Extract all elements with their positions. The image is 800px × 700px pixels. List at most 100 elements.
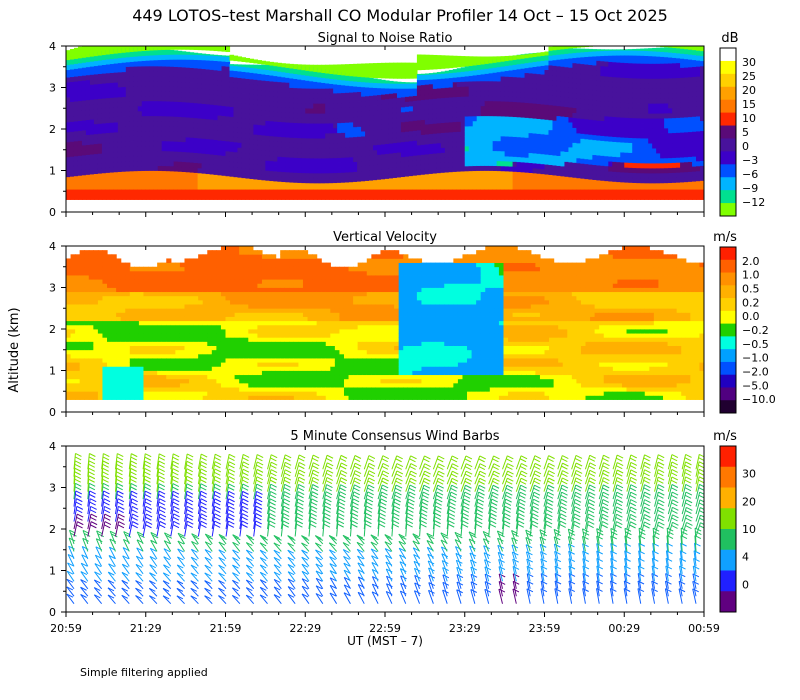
velocity-cell: [152, 358, 158, 363]
snr-cell: [361, 151, 366, 157]
snr-cell: [508, 131, 514, 137]
snr-cell: [113, 49, 119, 59]
snr-cell: [488, 110, 494, 117]
snr-cell: [349, 63, 354, 77]
velocity-cell: [125, 358, 131, 363]
snr-cell: [185, 97, 191, 103]
snr-cell: [440, 55, 446, 69]
snr-cell: [420, 164, 426, 170]
snr-cell: [668, 57, 673, 64]
snr-cell: [101, 103, 107, 109]
snr-cell: [620, 172, 625, 178]
snr-cell: [564, 91, 570, 98]
snr-cell: [552, 115, 558, 121]
velocity-cell: [134, 287, 140, 293]
snr-cell: [337, 97, 342, 104]
snr-cell: [233, 166, 239, 173]
snr-cell: [608, 171, 613, 177]
snr-cell: [592, 144, 597, 151]
snr-cell: [169, 46, 175, 50]
snr-cell: [548, 134, 554, 141]
snr-cell: [428, 113, 434, 120]
snr-cell: [528, 97, 534, 104]
snr-cell: [77, 150, 83, 156]
velocity-cell: [102, 275, 108, 280]
snr-cell: [81, 46, 87, 58]
snr-cell: [544, 144, 550, 150]
snr-cell: [77, 135, 83, 141]
snr-cell: [265, 189, 270, 200]
snr-cell: [133, 56, 139, 62]
snr-cell: [544, 139, 550, 145]
snr-cell: [125, 116, 131, 122]
velocity-cell: [161, 387, 167, 392]
velocity-cell: [70, 320, 76, 326]
snr-cell: [285, 65, 290, 73]
snr-cell: [640, 68, 645, 74]
velocity-cell: [88, 324, 94, 330]
snr-cell: [524, 117, 530, 123]
snr-cell: [313, 98, 318, 104]
velocity-cell: [79, 320, 85, 326]
snr-cell: [133, 91, 139, 97]
snr-cell: [616, 156, 621, 163]
snr-cell: [205, 153, 211, 160]
snr-cell: [257, 60, 262, 64]
snr-cell: [233, 87, 239, 93]
velocity-cell: [157, 304, 163, 309]
snr-cell: [528, 53, 534, 63]
snr-cell: [81, 80, 87, 86]
snr-cell: [301, 162, 306, 169]
snr-cell: [317, 128, 322, 134]
snr-cell: [608, 161, 613, 167]
snr-cell: [556, 189, 562, 200]
snr-cell: [400, 106, 406, 113]
snr-cell: [85, 164, 91, 170]
snr-cell: [444, 172, 450, 190]
snr-cell: [137, 47, 143, 57]
snr-cell: [337, 112, 342, 119]
snr-cell: [572, 82, 577, 89]
snr-cell: [500, 145, 506, 152]
snr-cell: [161, 140, 167, 147]
snr-cell: [476, 125, 482, 132]
velocity-cell: [138, 295, 145, 301]
velocity-cell: [148, 299, 154, 305]
snr-cell: [353, 116, 358, 123]
snr-cell: [333, 70, 338, 80]
snr-cell: [141, 125, 147, 132]
snr-cell: [105, 50, 111, 60]
snr-cell: [257, 114, 262, 121]
velocity-cell: [107, 341, 113, 346]
snr-cell: [640, 50, 645, 56]
snr-cell: [217, 80, 223, 86]
velocity-cell: [111, 283, 117, 288]
snr-cell: [325, 108, 330, 114]
velocity-cell: [75, 266, 81, 272]
snr-cell: [584, 148, 589, 155]
velocity-cell: [84, 250, 90, 255]
snr-cell: [225, 81, 231, 87]
snr-cell: [66, 92, 71, 98]
snr-cell: [165, 140, 171, 147]
snr-cell: [684, 102, 689, 108]
snr-cell: [464, 96, 470, 102]
snr-cell: [205, 163, 211, 170]
snr-cell: [69, 156, 75, 162]
snr-cell: [289, 73, 294, 79]
snr-cell: [644, 177, 649, 184]
snr-cell: [508, 189, 514, 200]
snr-cell: [480, 100, 486, 107]
snr-cell: [113, 112, 119, 118]
snr-cell: [365, 63, 370, 78]
velocity-cell: [88, 316, 94, 322]
snr-cell: [692, 156, 697, 162]
snr-cell: [428, 123, 434, 130]
snr-cell: [221, 46, 227, 52]
snr-cell: [532, 52, 538, 63]
snr-cell: [580, 98, 585, 104]
snr-cell: [484, 170, 490, 190]
snr-cell: [381, 139, 386, 145]
snr-cell: [109, 172, 115, 190]
snr-cell: [700, 189, 704, 200]
